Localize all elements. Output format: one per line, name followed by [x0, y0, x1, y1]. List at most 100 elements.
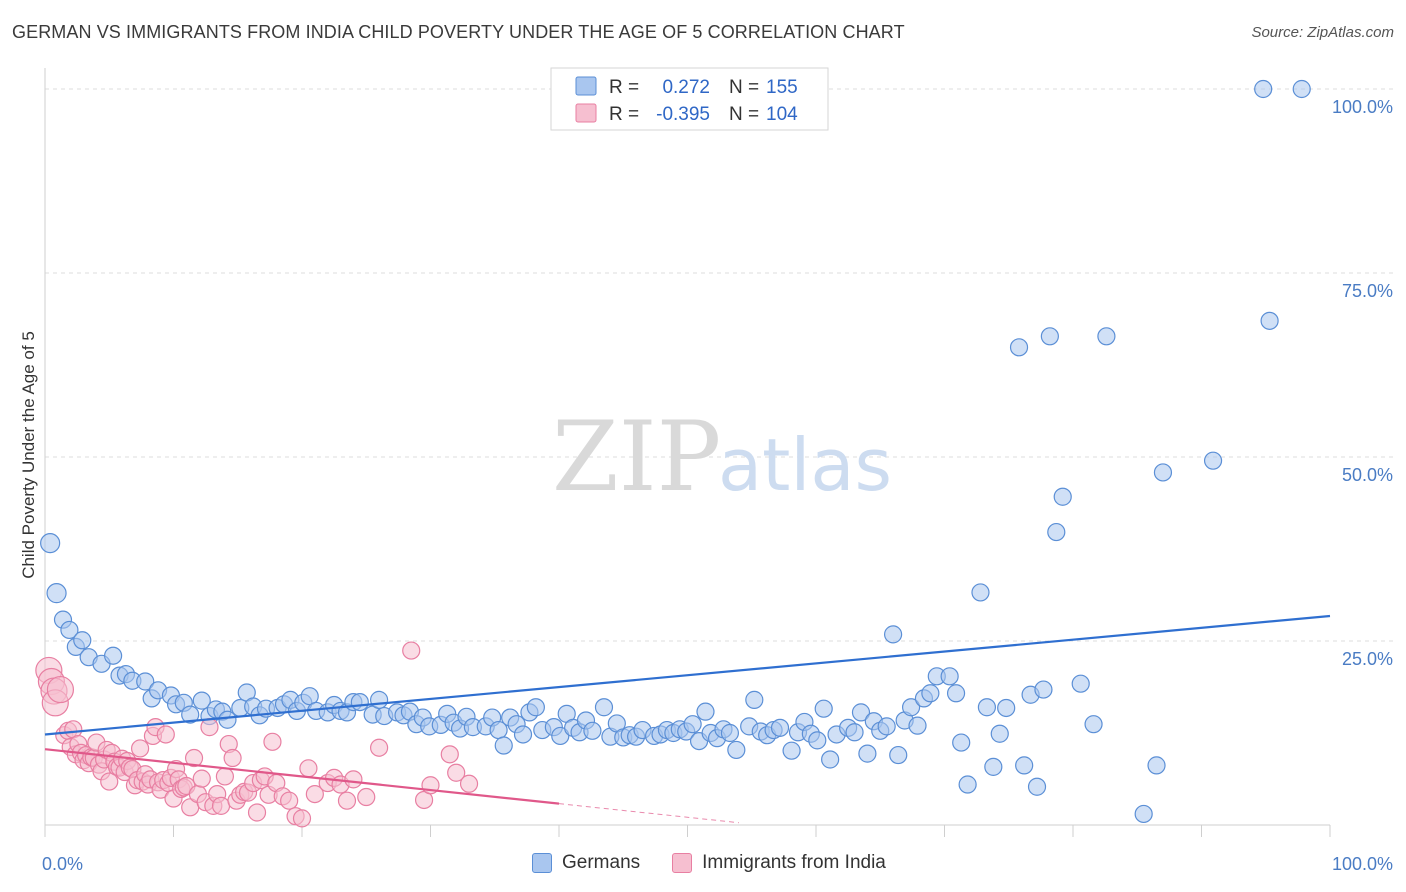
- india-point-61: [211, 796, 231, 815]
- legend-n-value-2: 104: [766, 104, 798, 125]
- german-point-3: [60, 620, 79, 640]
- germans-trend-line: [44, 614, 1331, 736]
- german-point-143: [1097, 327, 1116, 346]
- german-point-133: [1009, 338, 1029, 357]
- y-axis-label: Child Poverty Under the Age of 5: [19, 331, 38, 579]
- german-point-43: [370, 690, 389, 709]
- india-point-92: [440, 745, 459, 764]
- bottom-legend-label-germans: Germans: [562, 852, 641, 873]
- india-point-64: [223, 748, 242, 768]
- german-point-112: [858, 744, 877, 763]
- german-point-5: [73, 631, 92, 650]
- german-point-12: [136, 672, 155, 691]
- legend-r-value-2: -0.395: [656, 104, 710, 125]
- germans-points: [40, 79, 1311, 824]
- y-tick-label-2: 75.0%: [1342, 281, 1393, 301]
- legend-n-value-1: 155: [766, 77, 798, 98]
- german-point-106: [814, 699, 833, 718]
- german-point-149: [1260, 311, 1279, 330]
- bottom-legend-india: Immigrants from India: [672, 852, 886, 874]
- german-point-127: [958, 775, 977, 794]
- legend-n-label-2: N =: [729, 104, 759, 125]
- india-point-4: [46, 675, 75, 704]
- india-point-34: [130, 739, 150, 758]
- german-point-60: [494, 736, 513, 755]
- india-point-62: [215, 767, 234, 786]
- y-tick-label-3: 100.0%: [1332, 97, 1393, 117]
- german-point-150: [1292, 79, 1311, 99]
- india-point-86: [344, 770, 363, 789]
- india-point-44: [156, 725, 175, 744]
- grid-lines: [45, 88, 1395, 642]
- german-point-148: [1254, 79, 1273, 99]
- india-point-54: [184, 748, 204, 768]
- india-point-70: [247, 803, 267, 822]
- chart-title: GERMAN VS IMMIGRANTS FROM INDIA CHILD PO…: [12, 22, 905, 42]
- german-point-130: [984, 757, 1003, 776]
- india-point-87: [357, 787, 376, 807]
- german-point-124: [940, 667, 959, 686]
- german-point-73: [583, 721, 602, 740]
- bottom-legend-germans: Germans: [532, 852, 640, 874]
- german-point-145: [1147, 756, 1166, 775]
- india-point-77: [280, 791, 299, 810]
- legend-swatch-germans: [575, 76, 597, 96]
- legend-r-label-2: R =: [609, 104, 639, 125]
- german-point-141: [1071, 674, 1090, 693]
- legend-swatch-india: [575, 103, 597, 123]
- german-point-19: [192, 691, 211, 710]
- india-point-94: [459, 774, 479, 793]
- german-point-68: [551, 726, 570, 746]
- india-point-74: [263, 732, 282, 751]
- german-point-126: [952, 733, 971, 752]
- german-point-144: [1134, 804, 1153, 824]
- x-tick-label-1: 100.0%: [1332, 854, 1393, 874]
- chart-source: Source: ZipAtlas.com: [1251, 24, 1394, 41]
- german-point-132: [997, 698, 1016, 718]
- india-point-93: [447, 763, 466, 782]
- india-trend-line: [44, 748, 560, 805]
- bottom-legend: Germans Immigrants from India: [532, 852, 918, 874]
- german-point-65: [526, 698, 545, 717]
- german-point-0: [40, 533, 61, 554]
- legend-r-value-1: 0.272: [662, 77, 710, 98]
- india-point-58: [200, 718, 219, 737]
- german-point-134: [1015, 756, 1034, 775]
- india-point-88: [370, 738, 389, 757]
- german-point-96: [745, 690, 764, 709]
- bottom-legend-label-india: Immigrants from India: [702, 852, 886, 873]
- german-point-140: [1053, 487, 1072, 506]
- german-point-110: [845, 723, 864, 742]
- watermark: ZIP atlas: [552, 401, 892, 513]
- bottom-legend-swatch-germans: [532, 853, 552, 873]
- german-point-93: [720, 723, 740, 743]
- german-point-137: [1034, 680, 1053, 699]
- german-point-87: [683, 715, 702, 734]
- german-point-23: [218, 710, 237, 729]
- x-tick-labels: 0.0% 100.0%: [42, 854, 1393, 874]
- y-tick-label-0: 25.0%: [1342, 649, 1393, 669]
- german-point-8: [104, 646, 123, 665]
- german-point-129: [977, 698, 997, 717]
- trend-lines: [44, 614, 1331, 824]
- german-point-146: [1153, 463, 1173, 482]
- german-point-94: [727, 740, 746, 760]
- german-point-120: [908, 716, 927, 735]
- india-points: [35, 641, 479, 828]
- german-point-116: [883, 625, 903, 644]
- x-tick-label-0: 0.0%: [42, 854, 83, 874]
- german-point-138: [1040, 327, 1059, 346]
- german-point-41: [350, 692, 369, 712]
- german-point-101: [782, 741, 801, 760]
- india-point-81: [305, 784, 324, 804]
- india-point-79: [292, 809, 312, 828]
- german-point-1: [46, 583, 67, 604]
- y-tick-label-1: 50.0%: [1342, 465, 1393, 485]
- german-point-74: [594, 698, 614, 717]
- bottom-legend-swatch-india: [672, 853, 693, 873]
- german-point-128: [971, 583, 990, 602]
- india-point-56: [192, 769, 211, 788]
- german-point-18: [181, 705, 200, 724]
- india-point-22: [100, 772, 119, 791]
